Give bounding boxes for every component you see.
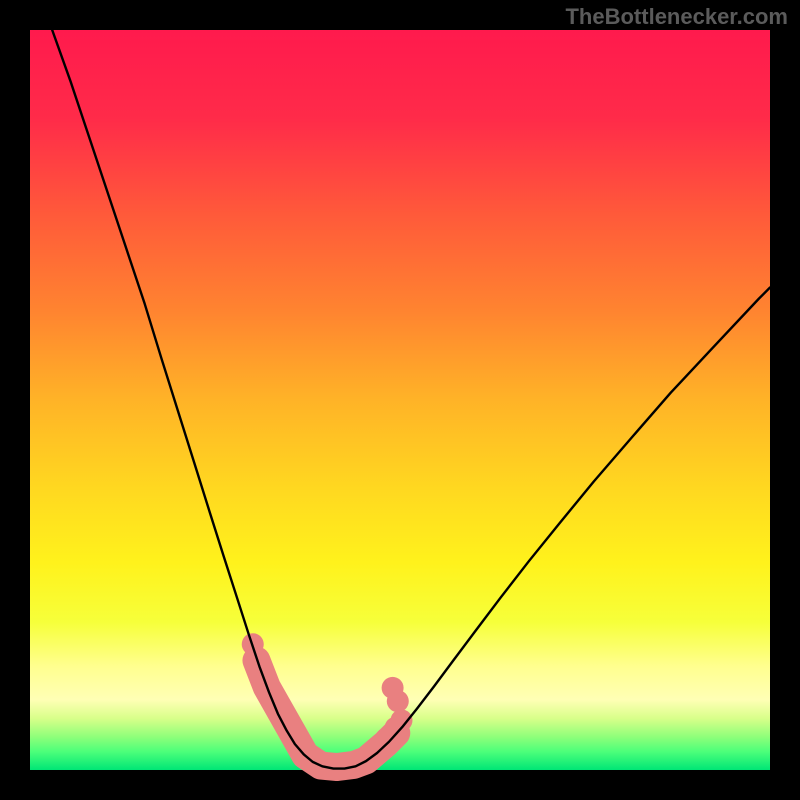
optimal-marker — [387, 690, 409, 712]
plot-area — [30, 30, 770, 770]
main-curve-line — [52, 30, 770, 769]
optimal-marker — [264, 692, 286, 714]
chart-frame: TheBottlenecker.com — [0, 0, 800, 800]
bottleneck-curve — [30, 30, 770, 770]
watermark-text: TheBottlenecker.com — [565, 4, 788, 30]
optimal-marker — [322, 755, 344, 777]
